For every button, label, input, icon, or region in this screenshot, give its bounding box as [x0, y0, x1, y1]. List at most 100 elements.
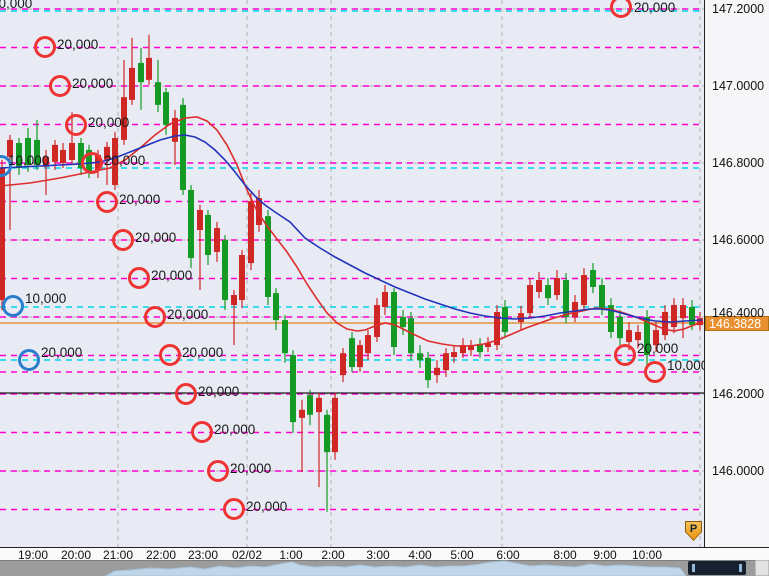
order-marker-circle-red[interactable] — [223, 498, 245, 520]
order-marker-circle-red[interactable] — [49, 75, 71, 97]
minimap-corner-button[interactable] — [754, 560, 769, 576]
candle-body — [78, 142, 84, 169]
order-marker-label: 20,000 — [88, 115, 129, 130]
order-marker-circle-red[interactable] — [610, 0, 632, 18]
order-marker-circle-red[interactable] — [128, 267, 150, 289]
scrollbar-handle-right[interactable] — [739, 564, 742, 572]
candle-body — [299, 409, 305, 418]
order-marker-circle-red[interactable] — [34, 36, 56, 58]
candle-body — [653, 330, 659, 346]
candle-body — [599, 285, 605, 309]
order-marker-circle-red[interactable] — [159, 344, 181, 366]
candle-body — [69, 142, 75, 160]
order-marker-circle-red[interactable] — [96, 191, 118, 213]
order-marker-circle-blue[interactable] — [18, 349, 40, 371]
order-marker-label: 20,000 — [119, 192, 160, 207]
candle-body — [290, 355, 296, 423]
candle-body — [357, 345, 363, 368]
candle-body — [34, 139, 40, 165]
order-marker-circle-red[interactable] — [65, 114, 87, 136]
order-marker-label: 20,000 — [72, 76, 113, 91]
order-marker-circle-red[interactable] — [175, 383, 197, 405]
candle-body — [121, 97, 127, 140]
order-marker-circle-blue[interactable] — [0, 155, 12, 177]
candle-body — [527, 285, 533, 314]
candle-body — [214, 228, 220, 252]
candle-body — [671, 305, 677, 328]
minimap-top-edge — [0, 560, 769, 561]
order-marker-circle-red[interactable] — [112, 229, 134, 251]
candle-body — [265, 216, 271, 297]
time-axis-label: 4:00 — [408, 548, 432, 562]
candle-body — [60, 149, 66, 163]
order-marker-label: 10,000 — [25, 291, 66, 306]
time-axis-label: 1:00 — [279, 548, 303, 562]
time-axis-label: 22:00 — [145, 548, 177, 562]
order-marker-label: 20,000 — [634, 0, 675, 15]
candle-body — [25, 137, 31, 165]
order-marker-circle-red[interactable] — [207, 460, 229, 482]
ma-fast-red-line — [0, 116, 703, 347]
price-axis[interactable]: 146.3828 147.2000 147.0000 146.8000 146.600… — [705, 0, 769, 547]
order-marker-circle-red[interactable] — [644, 361, 666, 383]
p-badge-button[interactable]: P — [685, 521, 702, 541]
candle-body — [324, 414, 330, 453]
scrollbar-handle-left[interactable] — [692, 564, 695, 572]
order-marker-label: 20,000 — [182, 345, 223, 360]
candle-body — [468, 345, 474, 351]
price-axis-label: 146.0000 — [712, 464, 765, 478]
order-marker-circle-red[interactable] — [191, 421, 213, 443]
scrollbar-thumb[interactable] — [688, 561, 746, 575]
candle-body — [417, 353, 423, 361]
candle-body — [635, 332, 641, 341]
order-marker-circle-red[interactable] — [81, 152, 103, 174]
candle-body — [273, 293, 279, 321]
candle-body — [545, 285, 551, 299]
candle-body — [307, 395, 313, 415]
time-axis-label: 8:00 — [553, 548, 577, 562]
p-badge-letter: P — [686, 522, 701, 540]
chart-scrollbar-minimap[interactable] — [0, 560, 769, 576]
time-axis-label: 9:00 — [593, 548, 617, 562]
order-marker-circle-red[interactable] — [614, 344, 636, 366]
candle-body — [52, 144, 58, 162]
minimap-price-wave — [104, 560, 687, 576]
candle-body — [485, 343, 491, 348]
price-chart-plot-area[interactable]: 20,000 20,000 20,000 20,000 20,000 20,000 20,0… — [0, 0, 704, 547]
candle-body — [282, 320, 288, 354]
candle-body — [581, 275, 587, 306]
candle-body — [617, 317, 623, 339]
current-price-badge: 146.3828 — [705, 316, 769, 331]
candle-body — [494, 311, 500, 346]
price-axis-label: 147.0000 — [712, 79, 765, 93]
time-axis-label: 2:00 — [321, 548, 345, 562]
ma-slow-blue-line — [0, 134, 703, 323]
order-marker-label: 20,000 — [198, 384, 239, 399]
time-axis[interactable]: 19:00 20:00 21:00 22:00 23:00 02/02 1:00 2:00 3:… — [0, 547, 769, 562]
candle-body — [104, 146, 110, 160]
price-axis-label: 146.2000 — [712, 387, 765, 401]
order-marker-label: 20,000 — [230, 461, 271, 476]
price-axis-border — [704, 0, 705, 560]
candle-body — [86, 149, 92, 172]
candle-body — [180, 104, 186, 190]
candle-body — [16, 142, 22, 169]
time-axis-label: 6:00 — [496, 548, 520, 562]
candle-body — [697, 318, 703, 326]
order-marker-circle-red[interactable] — [144, 306, 166, 328]
order-marker-label: 20,000 — [135, 230, 176, 245]
candle-body — [332, 397, 338, 453]
order-marker-circle-blue[interactable] — [2, 295, 24, 317]
candle-body — [536, 280, 542, 292]
candle-body — [248, 201, 254, 264]
order-marker-label: 20,000 — [151, 268, 192, 283]
candle-body — [590, 270, 596, 287]
candle-body — [349, 338, 355, 368]
candle-body — [572, 301, 578, 317]
candle-body — [689, 306, 695, 326]
candle-body — [382, 291, 388, 307]
candle-body — [155, 82, 161, 105]
order-marker-label-clipped: 20,000 — [0, 0, 32, 11]
price-axis-label: 146.6000 — [712, 233, 765, 247]
